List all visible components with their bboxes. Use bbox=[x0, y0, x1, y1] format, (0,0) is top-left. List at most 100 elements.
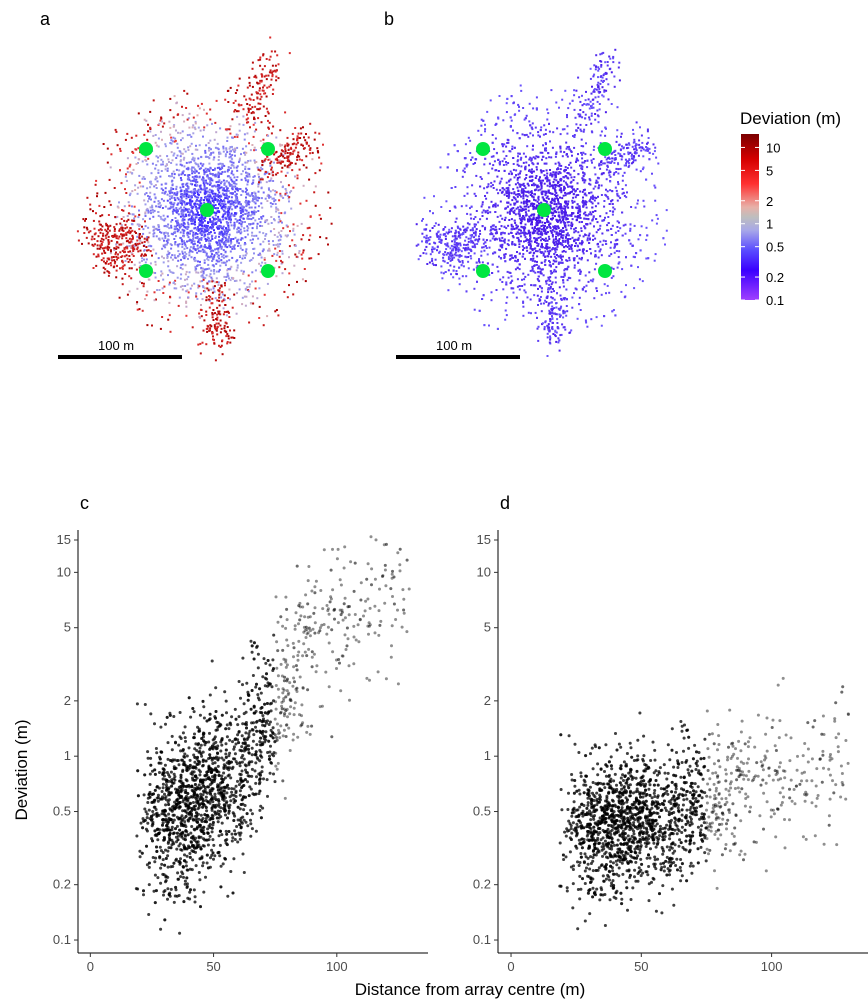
map-point bbox=[212, 287, 215, 290]
map-point bbox=[130, 136, 133, 139]
map-point bbox=[553, 244, 556, 246]
map-point bbox=[139, 264, 142, 267]
panel-c-letter: c bbox=[80, 493, 89, 513]
map-point bbox=[563, 205, 566, 208]
map-point bbox=[211, 190, 214, 193]
map-point bbox=[509, 170, 512, 173]
map-point bbox=[87, 242, 90, 245]
map-point bbox=[154, 260, 157, 263]
map-point bbox=[233, 225, 236, 228]
map-point bbox=[167, 260, 170, 263]
map-point bbox=[106, 231, 109, 234]
map-point bbox=[452, 276, 455, 279]
map-point bbox=[193, 227, 196, 230]
map-point bbox=[144, 193, 146, 196]
map-point bbox=[253, 201, 256, 204]
map-point bbox=[551, 192, 554, 195]
map-point bbox=[540, 187, 543, 190]
map-point bbox=[247, 203, 250, 206]
map-point bbox=[246, 161, 249, 164]
map-point bbox=[596, 221, 599, 224]
map-point bbox=[269, 36, 272, 39]
map-point bbox=[593, 297, 596, 300]
map-point bbox=[307, 144, 310, 147]
map-point bbox=[280, 195, 283, 198]
map-point bbox=[268, 249, 271, 252]
map-point bbox=[182, 210, 185, 213]
map-point bbox=[253, 196, 256, 199]
map-point bbox=[99, 244, 102, 247]
map-point bbox=[281, 150, 284, 153]
map-point bbox=[161, 287, 164, 290]
map-point bbox=[160, 274, 162, 277]
map-point bbox=[458, 232, 460, 235]
map-point bbox=[214, 175, 217, 178]
map-point bbox=[99, 246, 102, 249]
map-point bbox=[229, 167, 232, 170]
map-point bbox=[112, 256, 115, 258]
map-point bbox=[219, 194, 222, 197]
map-point bbox=[564, 194, 567, 197]
map-point bbox=[115, 237, 118, 240]
map-point bbox=[193, 256, 196, 259]
map-point bbox=[194, 269, 197, 272]
map-point bbox=[633, 287, 636, 290]
map-point bbox=[142, 232, 145, 235]
map-point bbox=[517, 228, 520, 231]
map-point bbox=[607, 229, 610, 232]
map-point bbox=[560, 275, 563, 278]
map-point bbox=[192, 156, 195, 159]
map-point bbox=[465, 204, 468, 207]
map-point bbox=[103, 251, 106, 254]
map-point bbox=[240, 194, 243, 196]
map-point bbox=[233, 221, 236, 224]
map-point bbox=[213, 138, 216, 141]
map-point bbox=[236, 89, 239, 92]
map-point bbox=[488, 162, 491, 165]
map-point bbox=[170, 256, 172, 259]
map-point bbox=[637, 238, 640, 241]
map-point bbox=[598, 227, 601, 230]
map-point bbox=[616, 220, 619, 223]
map-point bbox=[219, 172, 222, 175]
map-point bbox=[261, 161, 264, 164]
map-point bbox=[239, 228, 242, 231]
map-point bbox=[160, 198, 163, 201]
map-point bbox=[274, 64, 277, 67]
map-point bbox=[571, 154, 573, 157]
map-point bbox=[538, 179, 541, 182]
map-point bbox=[141, 241, 144, 244]
map-point bbox=[226, 255, 229, 258]
map-point bbox=[187, 218, 190, 221]
map-point bbox=[182, 221, 185, 224]
map-point bbox=[262, 105, 265, 108]
map-point bbox=[252, 123, 255, 126]
map-point bbox=[298, 168, 301, 171]
map-point bbox=[294, 244, 297, 247]
map-point bbox=[244, 287, 247, 290]
map-point bbox=[201, 248, 204, 251]
map-point bbox=[226, 136, 229, 139]
map-point bbox=[553, 255, 556, 258]
map-point bbox=[214, 174, 216, 177]
map-point bbox=[183, 120, 186, 123]
map-point bbox=[632, 128, 634, 131]
map-point bbox=[188, 161, 191, 164]
map-point bbox=[289, 163, 292, 166]
map-point bbox=[578, 268, 581, 271]
map-point bbox=[576, 317, 579, 320]
map-point bbox=[211, 297, 214, 300]
map-point bbox=[270, 168, 273, 171]
map-point bbox=[233, 244, 236, 247]
map-point bbox=[182, 256, 185, 258]
map-point bbox=[183, 148, 186, 151]
map-point bbox=[492, 227, 495, 230]
map-point bbox=[246, 229, 249, 232]
map-point bbox=[292, 229, 295, 232]
map-point bbox=[185, 161, 188, 164]
map-point bbox=[244, 168, 247, 171]
map-point bbox=[541, 221, 544, 224]
map-point bbox=[506, 243, 509, 245]
map-point bbox=[327, 243, 329, 246]
map-point bbox=[492, 235, 495, 238]
